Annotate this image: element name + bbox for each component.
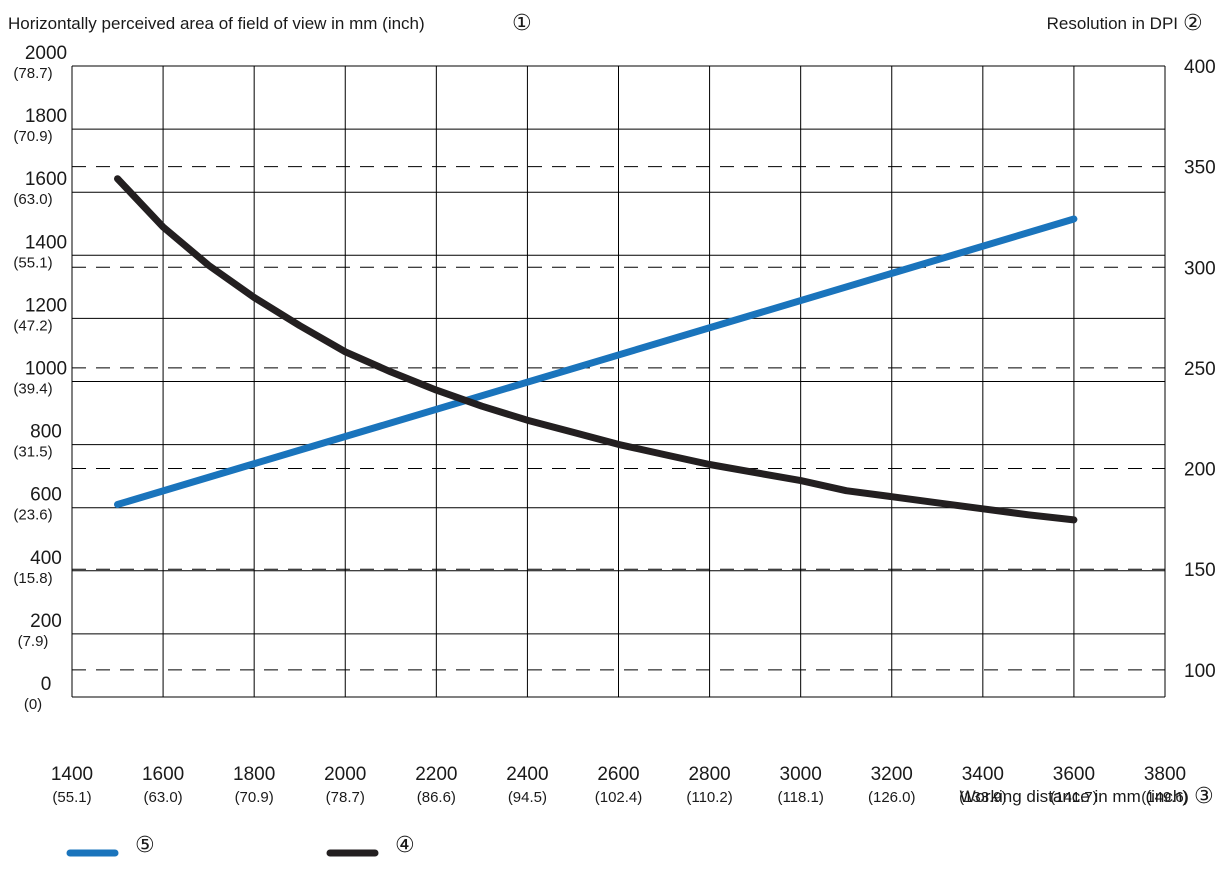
x-tick-label: 3000 — [780, 764, 822, 785]
x-tick-sublabel: (70.9) — [235, 789, 274, 806]
series-lines — [114, 175, 1078, 524]
y-right-tick-label: 150 — [1184, 560, 1216, 581]
y-left-tick-sublabel: (78.7) — [13, 65, 52, 82]
y-left-tick-sublabel: (7.9) — [18, 633, 49, 650]
y-left-tick-label: 200 — [30, 611, 62, 632]
x-tick-sublabel: (102.4) — [595, 789, 643, 806]
y-right-tick-label: 100 — [1184, 661, 1216, 682]
right-axis-marker: ② — [1183, 10, 1203, 35]
x-tick-label: 1400 — [51, 764, 93, 785]
left-axis-title: Horizontally perceived area of field of … — [8, 14, 425, 33]
y-left-tick-label: 1400 — [25, 232, 67, 253]
x-tick-label: 2800 — [688, 764, 730, 785]
left-axis-marker: ① — [512, 10, 532, 35]
right-axis-title: Resolution in DPI — [1047, 14, 1178, 33]
y-right-tick-label: 300 — [1184, 258, 1216, 279]
x-tick-label: 2200 — [415, 764, 457, 785]
x-tick-sublabel: (133.9) — [959, 789, 1007, 806]
x-tick-label: 3200 — [871, 764, 913, 785]
y-left-tick-sublabel: (0) — [24, 696, 42, 713]
y-right-tick-label: 350 — [1184, 158, 1216, 179]
y-left-tick-label: 2000 — [25, 43, 67, 64]
y-left-tick-label: 1600 — [25, 169, 67, 190]
y-right-tick-label: 400 — [1184, 57, 1216, 78]
x-tick-sublabel: (94.5) — [508, 789, 547, 806]
y-left-tick-label: 1800 — [25, 106, 67, 127]
x-tick-sublabel: (63.0) — [143, 789, 182, 806]
y-left-tick-label: 400 — [30, 548, 62, 569]
y-right-tick-label: 200 — [1184, 460, 1216, 481]
x-tick-sublabel: (126.0) — [868, 789, 916, 806]
y-left-tick-label: 0 — [41, 674, 52, 695]
x-tick-sublabel: (86.6) — [417, 789, 456, 806]
y-left-tick-sublabel: (31.5) — [13, 444, 52, 461]
x-tick-label: 3600 — [1053, 764, 1095, 785]
y-left-tick-label: 600 — [30, 485, 62, 506]
y-left-tick-sublabel: (70.9) — [13, 128, 52, 145]
y-left-tick-sublabel: (63.0) — [13, 191, 52, 208]
y-left-tick-sublabel: (39.4) — [13, 381, 52, 398]
x-tick-label: 1800 — [233, 764, 275, 785]
y-left-tick-sublabel: (55.1) — [13, 254, 52, 271]
y-left-tick-sublabel: (15.8) — [13, 570, 52, 587]
y-left-tick-label: 800 — [30, 422, 62, 443]
x-tick-label: 2600 — [597, 764, 639, 785]
x-tick-sublabel: (78.7) — [326, 789, 365, 806]
x-axis-title: Working distance in mm (inch) — [960, 787, 1188, 806]
y-right-tick-label: 250 — [1184, 359, 1216, 380]
x-tick-sublabel: (110.2) — [686, 789, 732, 806]
grid — [71, 65, 1166, 698]
tick-labels: 1400(55.1)1600(63.0)1800(70.9)2000(78.7)… — [13, 43, 1215, 806]
x-tick-sublabel: (149.6) — [1141, 789, 1189, 806]
y-left-tick-label: 1000 — [25, 359, 67, 380]
x-tick-label: 2000 — [324, 764, 366, 785]
x-tick-label: 3400 — [962, 764, 1004, 785]
x-tick-sublabel: (55.1) — [52, 789, 91, 806]
x-tick-label: 2400 — [506, 764, 548, 785]
x-tick-label: 1600 — [142, 764, 184, 785]
x-tick-sublabel: (118.1) — [777, 789, 823, 806]
x-tick-sublabel: (141.7) — [1050, 789, 1098, 806]
y-left-tick-sublabel: (23.6) — [13, 507, 52, 524]
series-line — [114, 175, 1078, 524]
legend-marker: ④ — [395, 832, 415, 857]
x-axis-marker: ③ — [1194, 783, 1214, 808]
y-left-tick-sublabel: (47.2) — [13, 317, 52, 334]
x-tick-label: 3800 — [1144, 764, 1186, 785]
series-line — [114, 215, 1078, 508]
legend-marker: ⑤ — [135, 832, 155, 857]
y-left-tick-label: 1200 — [25, 295, 67, 316]
